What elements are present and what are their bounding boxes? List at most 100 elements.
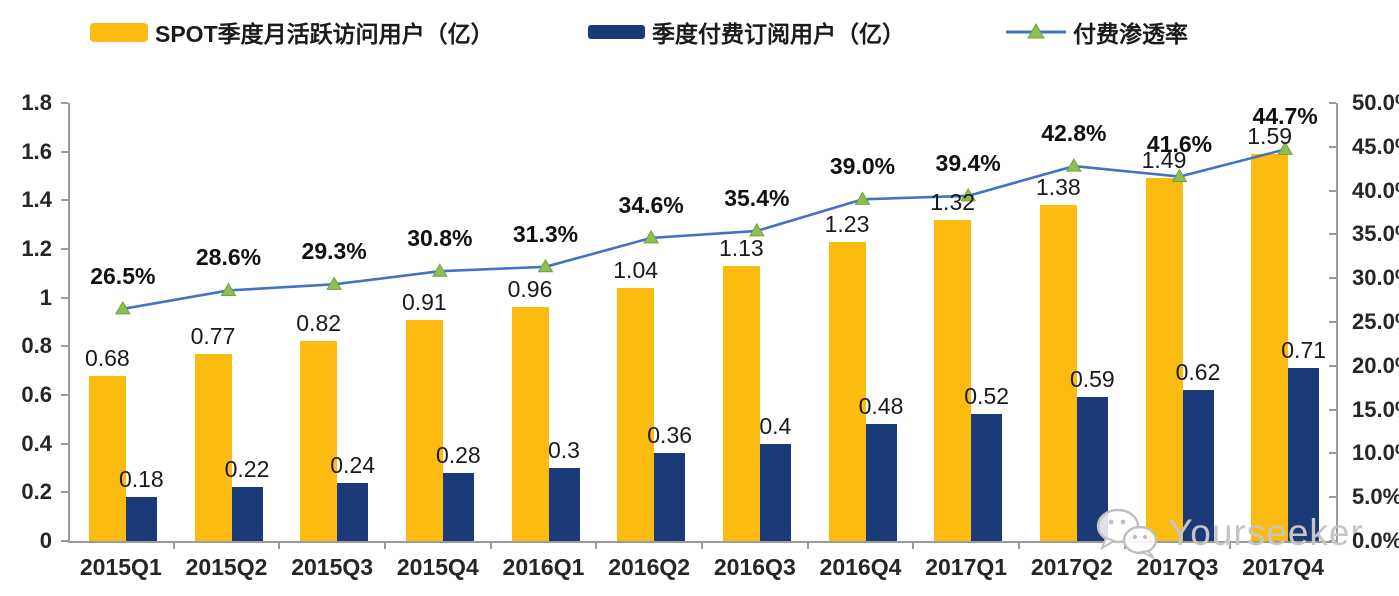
bar-subs bbox=[1182, 390, 1214, 541]
left-axis-tick-label: 0.6 bbox=[21, 382, 52, 407]
right-axis-tick bbox=[1329, 496, 1336, 499]
bar-mau bbox=[934, 219, 972, 541]
right-axis-tick-label: 35.0% bbox=[1352, 221, 1399, 247]
legend-label-subs: 季度付费订阅用户（亿） bbox=[652, 21, 905, 47]
bar-label-subs: 0.4 bbox=[759, 412, 792, 439]
right-axis-tick-label: 5.0% bbox=[1352, 484, 1399, 510]
penetration-label: 39.4% bbox=[935, 149, 1001, 176]
x-axis-tick bbox=[912, 541, 915, 549]
bottom-axis-line bbox=[68, 541, 1338, 543]
bar-label-subs: 0.3 bbox=[548, 437, 580, 463]
left-axis-tick bbox=[61, 491, 68, 494]
right-axis-tick-label: 0.0% bbox=[1352, 528, 1399, 553]
right-axis-tick bbox=[1329, 145, 1336, 148]
bar-subs bbox=[1288, 368, 1320, 541]
bar-mau bbox=[828, 241, 866, 541]
penetration-line bbox=[122, 148, 1286, 311]
right-axis-tick-label: 50.0% bbox=[1352, 90, 1399, 115]
left-axis-tick-label: 1.4 bbox=[21, 187, 52, 213]
right-axis-tick bbox=[1329, 452, 1336, 455]
x-axis-label: 2016Q2 bbox=[608, 554, 691, 580]
x-axis-label: 2017Q2 bbox=[1030, 554, 1113, 580]
bar-label-mau: 0.91 bbox=[401, 288, 447, 315]
legend-swatch-subs bbox=[588, 25, 645, 39]
penetration-label: 44.7% bbox=[1252, 103, 1318, 130]
x-axis-tick bbox=[1229, 541, 1232, 549]
bar-mau bbox=[722, 266, 760, 541]
left-axis-tick-label: 1.6 bbox=[21, 138, 52, 164]
bar-subs bbox=[548, 468, 580, 541]
bar-mau bbox=[194, 353, 232, 541]
bar-label-subs: 0.18 bbox=[118, 466, 164, 493]
bar-label-subs: 0.24 bbox=[330, 451, 376, 478]
bar-label-subs: 0.52 bbox=[964, 383, 1010, 410]
left-axis-tick bbox=[61, 345, 68, 348]
bar-subs bbox=[231, 487, 263, 541]
x-axis-label: 2016Q4 bbox=[819, 554, 902, 580]
penetration-marker-triangle bbox=[431, 263, 448, 277]
right-axis-tick bbox=[1329, 189, 1336, 192]
left-axis-tick bbox=[61, 150, 68, 153]
legend-swatch-mau bbox=[90, 22, 148, 42]
left-axis-tick bbox=[61, 199, 68, 202]
bar-label-mau: 1.04 bbox=[613, 256, 659, 283]
bar-label-subs: 0.36 bbox=[647, 422, 693, 449]
penetration-marker-triangle bbox=[220, 282, 237, 296]
bar-subs bbox=[759, 443, 791, 541]
bar-subs bbox=[125, 497, 157, 541]
bar-mau bbox=[405, 319, 443, 541]
bar-label-mau: 1.23 bbox=[824, 210, 870, 237]
penetration-label: 42.8% bbox=[1041, 120, 1107, 147]
penetration-label: 35.4% bbox=[724, 184, 790, 211]
bar-subs bbox=[337, 482, 369, 541]
bar-mau bbox=[300, 341, 338, 541]
bar-label-subs: 0.71 bbox=[1281, 337, 1327, 364]
x-axis-label: 2016Q1 bbox=[502, 554, 585, 580]
left-axis-tick-label: 0.8 bbox=[21, 333, 52, 359]
penetration-label: 30.8% bbox=[407, 225, 473, 252]
bar-subs bbox=[865, 424, 897, 541]
penetration-label: 39.0% bbox=[829, 153, 896, 180]
x-axis-label: 2017Q1 bbox=[925, 554, 1008, 580]
right-axis-tick bbox=[1329, 321, 1336, 323]
penetration-marker-triangle bbox=[1065, 158, 1082, 172]
left-axis-tick bbox=[61, 442, 68, 445]
bar-subs bbox=[654, 453, 686, 541]
left-axis-line bbox=[68, 103, 70, 541]
bar-label-mau: 0.77 bbox=[190, 322, 236, 349]
penetration-label: 28.6% bbox=[195, 244, 262, 271]
penetration-marker-triangle bbox=[854, 191, 871, 205]
x-axis-tick bbox=[806, 541, 809, 549]
x-axis-tick bbox=[701, 541, 703, 549]
x-axis-label: 2017Q4 bbox=[1242, 554, 1325, 580]
penetration-label: 26.5% bbox=[90, 262, 156, 289]
bar-label-mau: 1.32 bbox=[930, 188, 976, 215]
x-axis-tick bbox=[1018, 541, 1020, 549]
penetration-marker-triangle bbox=[114, 300, 131, 315]
right-axis-tick bbox=[1329, 233, 1336, 236]
legend-item-penetration: 付费渗透率 bbox=[1006, 17, 1188, 47]
legend-label-penetration: 付费渗透率 bbox=[1073, 21, 1188, 47]
x-axis-label: 2015Q4 bbox=[396, 554, 479, 580]
bar-label-mau: 0.82 bbox=[296, 310, 342, 337]
penetration-marker-triangle bbox=[326, 276, 343, 290]
left-axis-tick-label: 0 bbox=[39, 528, 52, 553]
left-axis-tick-label: 1 bbox=[39, 284, 52, 310]
left-axis-tick-label: 1.8 bbox=[21, 90, 52, 115]
bar-mau bbox=[511, 307, 549, 541]
bar-subs bbox=[971, 414, 1003, 541]
right-axis-tick-label: 20.0% bbox=[1352, 352, 1399, 378]
x-axis-label: 2015Q3 bbox=[291, 554, 374, 580]
right-axis-tick-label: 10.0% bbox=[1352, 440, 1399, 466]
x-axis-label: 2017Q3 bbox=[1136, 554, 1219, 580]
legend-item-subs: 季度付费订阅用户（亿） bbox=[588, 17, 905, 47]
bar-mau bbox=[617, 287, 655, 541]
right-axis-tick bbox=[1329, 540, 1336, 542]
bar-label-subs: 0.59 bbox=[1069, 366, 1115, 393]
bar-label-subs: 0.62 bbox=[1175, 359, 1221, 386]
penetration-label: 41.6% bbox=[1146, 130, 1213, 157]
watermark: Yourseeker bbox=[1092, 506, 1364, 560]
x-axis-tick bbox=[172, 541, 175, 549]
bar-label-mau: 1.13 bbox=[718, 235, 764, 262]
